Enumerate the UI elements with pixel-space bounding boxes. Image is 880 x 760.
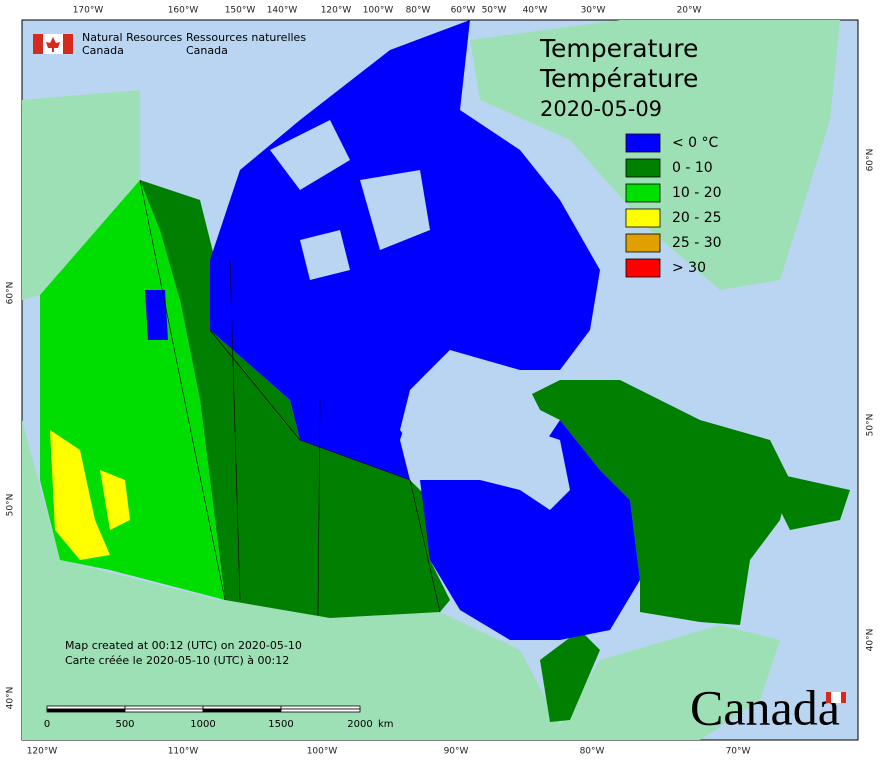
- borders: [139, 179, 441, 616]
- wordmark: Canada: [690, 679, 846, 735]
- legend-label: 25 - 30: [672, 235, 722, 251]
- lon-label: 160°W: [168, 6, 199, 16]
- title-en: Temperature: [539, 34, 698, 63]
- lon-label: 120°W: [321, 6, 352, 16]
- lon-label: 90°W: [444, 747, 469, 757]
- scale-unit: km: [378, 719, 394, 730]
- title-date: 2020-05-09: [540, 97, 662, 121]
- scale-segment: [202, 705, 282, 710]
- lon-label: 50°W: [482, 6, 507, 16]
- region-below-0-rockies: [145, 290, 168, 340]
- lon-label: 80°W: [580, 747, 605, 757]
- title-fr: Température: [539, 64, 698, 93]
- legend-label: < 0 °C: [672, 135, 719, 151]
- note: Map created at 00:12 (UTC) on 2020-05-10: [65, 639, 302, 652]
- lon-label: 40°W: [523, 6, 548, 16]
- region-20-25b: [100, 470, 130, 530]
- scale-segment: [124, 705, 204, 710]
- scale-label: 1000: [190, 719, 215, 730]
- scale-label: 1500: [268, 719, 293, 730]
- arctic-channels: [270, 120, 430, 280]
- usa: [22, 420, 780, 740]
- region-newfoundland: [760, 470, 850, 530]
- lon-label: 170°W: [73, 6, 104, 16]
- region-20-25: [50, 430, 110, 560]
- region-below-0-quebec: [420, 420, 640, 640]
- lon-label: 30°W: [581, 6, 606, 16]
- lat-label: 50°N: [866, 414, 876, 437]
- scale-segment: [124, 708, 204, 713]
- legend-swatch: [625, 133, 661, 153]
- hudson-bay: [400, 350, 570, 510]
- lon-label: 100°W: [363, 6, 394, 16]
- scale-label: 0: [44, 719, 50, 730]
- flag-bar: [63, 34, 73, 54]
- nrcan-logo: Natural Resources Canada Ressources natu…: [33, 31, 306, 57]
- lon-label: 100°W: [307, 747, 338, 757]
- legend-label: 20 - 25: [672, 210, 722, 226]
- legend-label: > 30: [672, 260, 706, 276]
- alaska: [22, 90, 140, 300]
- region-0-10-east: [520, 380, 790, 625]
- lat-label: 60°N: [6, 282, 16, 305]
- scale-label: 2000: [347, 719, 372, 730]
- greenland: [470, 20, 840, 290]
- land: [22, 20, 850, 740]
- note: Carte créée le 2020-05-10 (UTC) à 00:12: [65, 654, 289, 667]
- wordmark-flag-center: [831, 692, 841, 703]
- lat-label: 50°N: [6, 494, 16, 517]
- lat-label: 60°N: [866, 149, 876, 172]
- legend-swatch: [625, 158, 661, 178]
- legend-label: 0 - 10: [672, 160, 713, 176]
- legend-swatch: [625, 258, 661, 278]
- scale-segment: [46, 705, 126, 710]
- scale-segment: [280, 705, 361, 710]
- scale-segment: [46, 708, 126, 713]
- scale-segment: [280, 708, 361, 713]
- maple-leaf: [46, 37, 60, 52]
- legend-swatch: [625, 208, 661, 228]
- lon-label: 140°W: [267, 6, 298, 16]
- scale-label: 500: [115, 719, 134, 730]
- org-fr: Ressources naturelles: [186, 31, 306, 44]
- lon-label: 80°W: [406, 6, 431, 16]
- legend-label: 10 - 20: [672, 185, 722, 201]
- org-en: Natural Resources: [82, 31, 183, 44]
- flag-bar: [33, 34, 43, 54]
- lon-label: 110°W: [168, 747, 199, 757]
- org-fr: Canada: [186, 44, 228, 57]
- region-0-10: [140, 180, 450, 618]
- lat-label: 40°N: [866, 629, 876, 652]
- lon-label: 20°W: [677, 6, 702, 16]
- lon-label: 70°W: [726, 747, 751, 757]
- lat-label: 40°N: [6, 687, 16, 710]
- lon-label: 60°W: [451, 6, 476, 16]
- scale-segment: [202, 708, 282, 713]
- lon-label: 150°W: [225, 6, 256, 16]
- region-ontario-south: [540, 630, 600, 722]
- legend-swatch: [625, 183, 661, 203]
- legend-swatch: [625, 233, 661, 253]
- org-en: Canada: [82, 44, 124, 57]
- lon-label: 120°W: [27, 747, 58, 757]
- wordmark-text: Canada: [690, 679, 840, 735]
